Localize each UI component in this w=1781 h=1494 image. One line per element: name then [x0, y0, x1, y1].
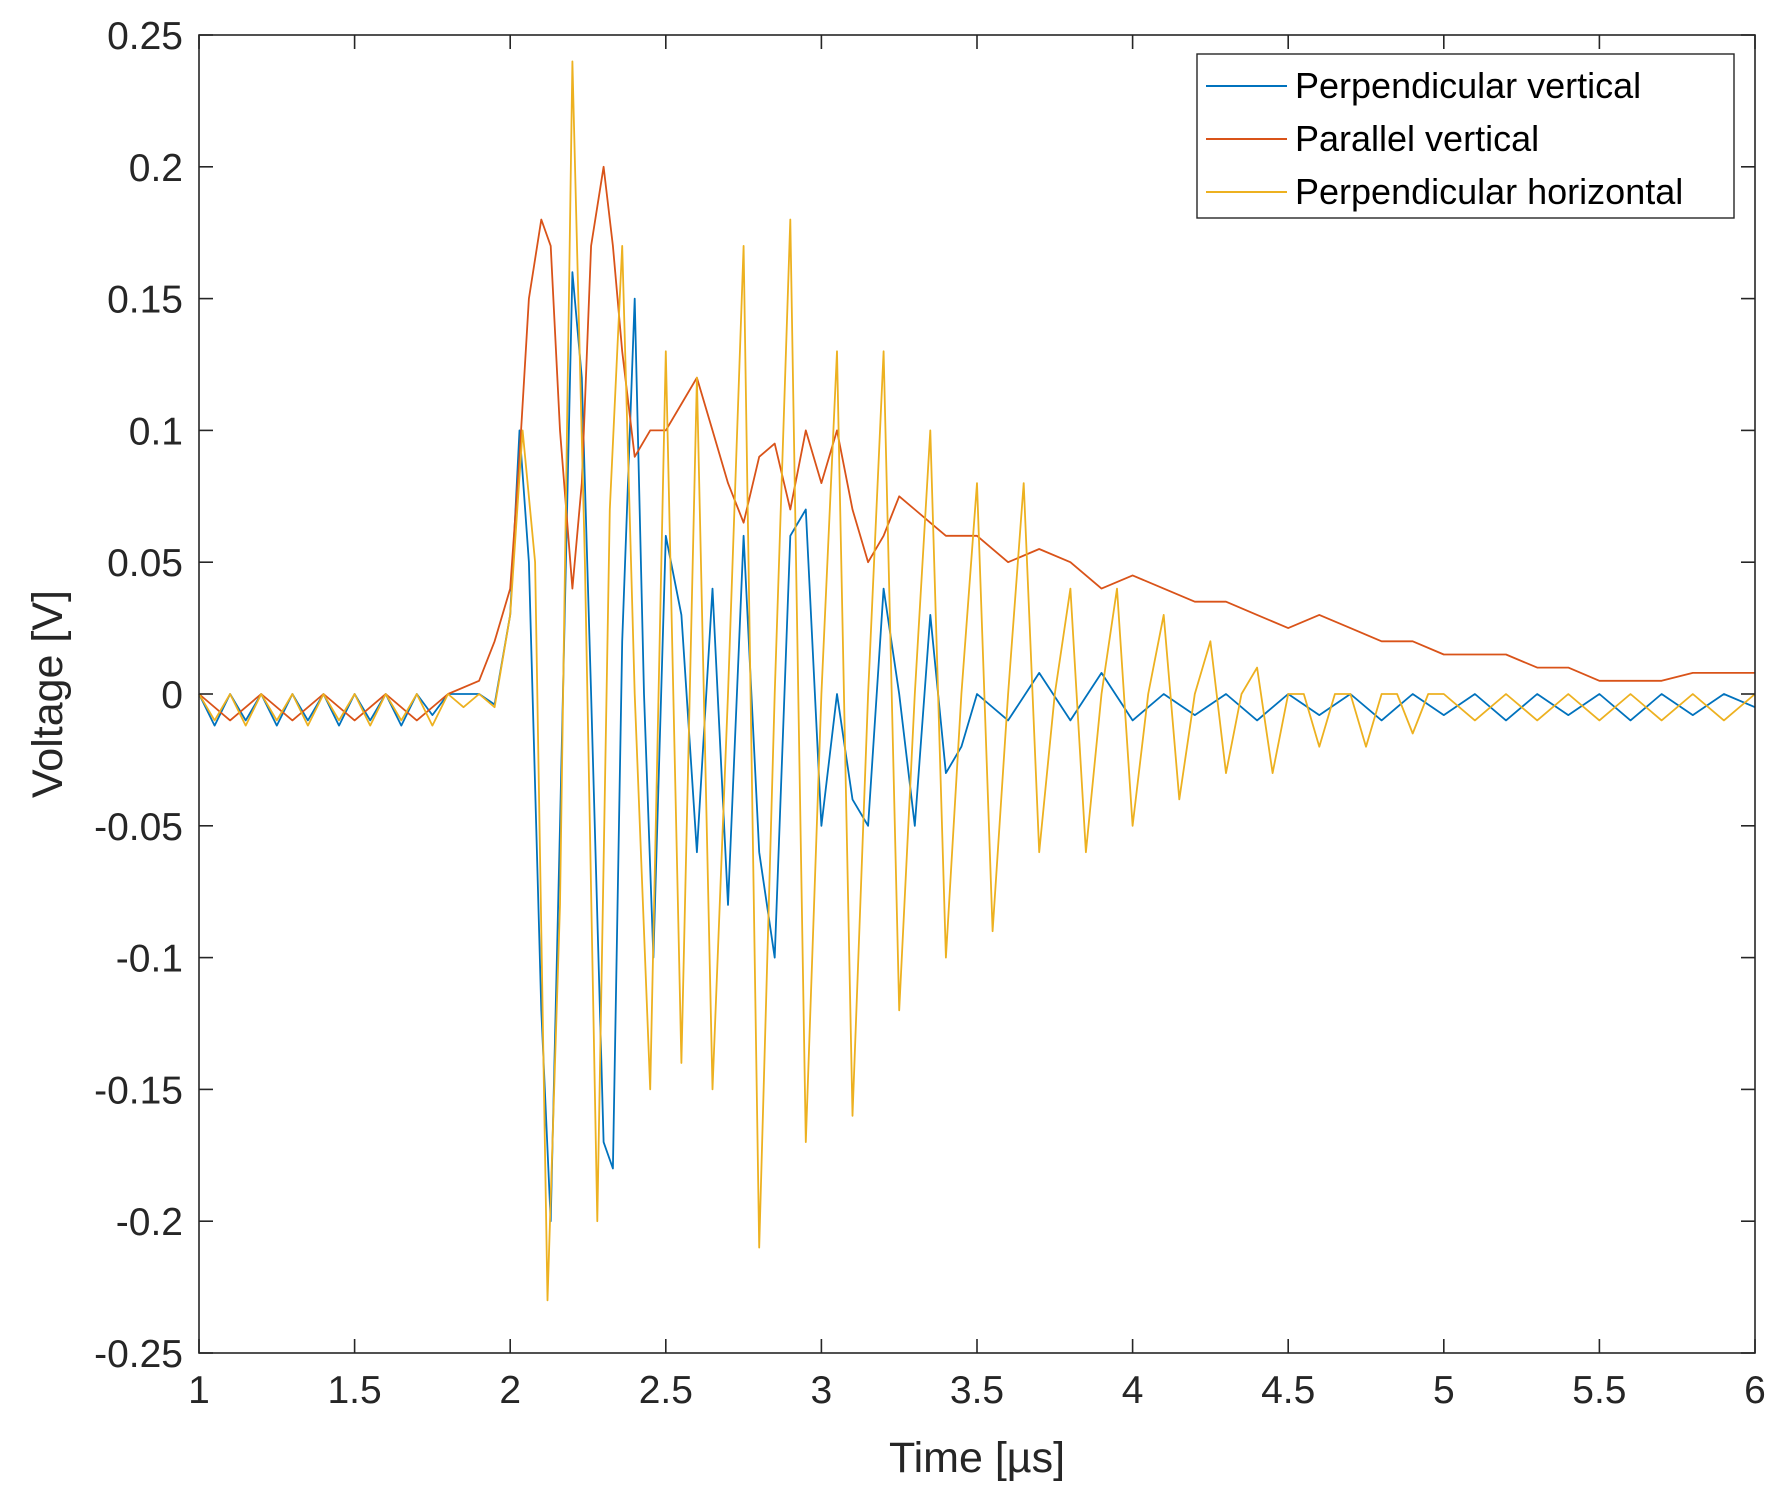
y-tick-label: -0.2 [116, 1201, 183, 1244]
x-tick-label: 4 [1122, 1369, 1144, 1412]
x-tick-label: 5.5 [1572, 1369, 1626, 1412]
y-tick-label: 0.1 [129, 410, 183, 453]
x-tick-label: 5 [1433, 1369, 1455, 1412]
y-tick-label: 0.25 [107, 15, 183, 58]
x-tick-label: 3.5 [950, 1369, 1004, 1412]
y-tick-label: -0.25 [94, 1333, 183, 1376]
x-tick-label: 6 [1744, 1369, 1766, 1412]
y-tick-label: -0.05 [94, 806, 183, 849]
x-axis-label: Time [µs] [889, 1434, 1065, 1482]
y-tick-label: 0.15 [107, 279, 183, 322]
y-tick-label: 0.2 [129, 147, 183, 190]
y-tick-label: 0 [161, 674, 183, 717]
x-tick-label: 4.5 [1261, 1369, 1315, 1412]
series-layer [198, 60, 1756, 1302]
x-tick-label: 1.5 [327, 1369, 381, 1412]
legend-label-3: Perpendicular horizontal [1295, 171, 1683, 212]
legend-box [1196, 53, 1735, 219]
series-line-1 [198, 271, 1756, 1223]
y-axis-label: Voltage [V] [24, 590, 72, 798]
x-tick-label: 2 [499, 1369, 521, 1412]
legend-label-2: Parallel vertical [1295, 118, 1539, 159]
x-tick-label: 1 [188, 1369, 210, 1412]
legend-label-1: Perpendicular vertical [1295, 65, 1641, 106]
y-tick-label: 0.05 [107, 542, 183, 585]
legend: Perpendicular vertical Parallel vertical P… [1196, 53, 1735, 219]
y-tick-label: -0.1 [116, 938, 183, 981]
ticks-layer: 1 1.5 2 2.5 3 3.5 4 4.5 5 5.5 6 -0.25 -0.2 -0.15 -0.1 -… [94, 15, 1766, 1412]
series-line-2 [198, 165, 1755, 722]
series-line-3 [198, 60, 1756, 1302]
y-tick-label: -0.15 [94, 1069, 183, 1112]
x-tick-label: 2.5 [639, 1369, 693, 1412]
x-tick-label: 3 [811, 1369, 833, 1412]
